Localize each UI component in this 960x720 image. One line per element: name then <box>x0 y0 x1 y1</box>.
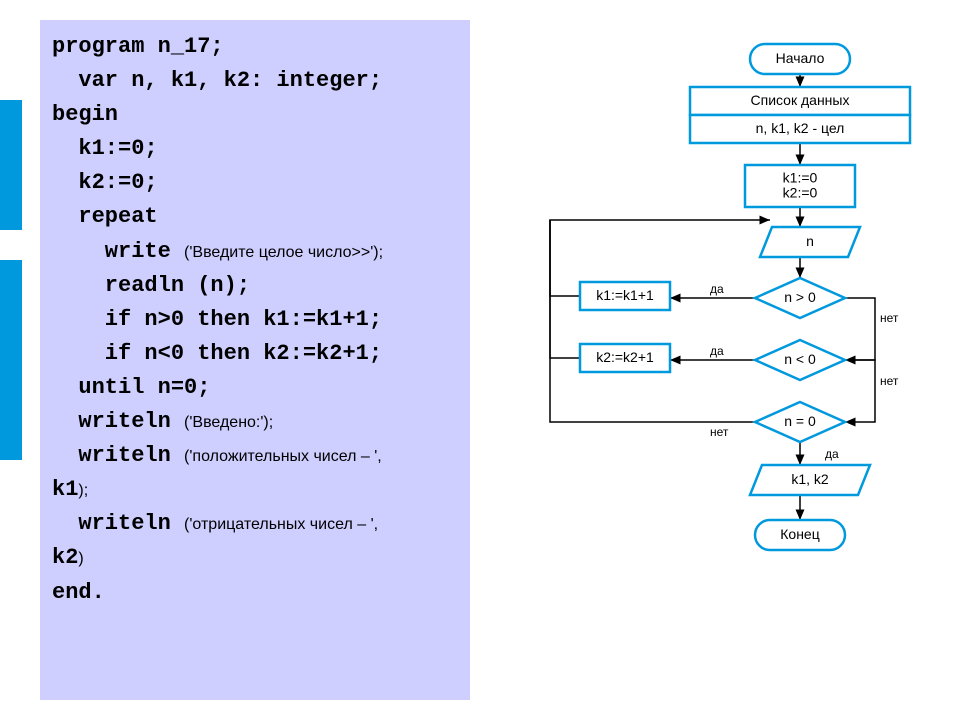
code-line: writeln ('положительных чисел – ', <box>52 439 458 473</box>
flowchart: да нет да нет да нет Начало Список данных n, k1,… <box>480 20 940 700</box>
svg-text:нет: нет <box>710 425 729 439</box>
code-line: k1:=0; <box>52 132 458 166</box>
svg-text:нет: нет <box>880 374 899 388</box>
svg-text:да: да <box>710 282 724 296</box>
svg-text:n > 0: n > 0 <box>784 289 816 305</box>
code-line: program n_17; <box>52 30 458 64</box>
svg-text:n: n <box>806 233 814 249</box>
svg-text:k1:=0: k1:=0 <box>783 170 818 186</box>
svg-text:Начало: Начало <box>776 50 825 66</box>
code-panel: program n_17; var n, k1, k2: integer; be… <box>40 20 470 700</box>
accent-bar-top <box>0 100 22 230</box>
code-line: write ('Введите целое число>>'); <box>52 235 458 269</box>
accent-bar-bottom <box>0 260 22 460</box>
svg-text:Список данных: Список данных <box>751 92 850 108</box>
svg-text:да: да <box>825 447 839 461</box>
svg-text:n, k1, k2 - цел: n, k1, k2 - цел <box>756 120 845 136</box>
svg-text:нет: нет <box>880 311 899 325</box>
svg-text:k2:=k2+1: k2:=k2+1 <box>596 349 654 365</box>
code-line: writeln ('Введено:'); <box>52 405 458 439</box>
svg-text:k1, k2: k1, k2 <box>791 471 829 487</box>
code-line: k1); <box>52 473 458 507</box>
code-line: var n, k1, k2: integer; <box>52 64 458 98</box>
code-line: k2) <box>52 541 458 575</box>
svg-text:k1:=k1+1: k1:=k1+1 <box>596 287 654 303</box>
svg-text:k2:=0: k2:=0 <box>783 185 818 201</box>
code-line: k2:=0; <box>52 166 458 200</box>
code-line: until n=0; <box>52 371 458 405</box>
code-line: end. <box>52 576 458 610</box>
code-line: if n<0 then k2:=k2+1; <box>52 337 458 371</box>
code-line: writeln ('отрицательных чисел – ', <box>52 507 458 541</box>
svg-text:да: да <box>710 344 724 358</box>
svg-text:Конец: Конец <box>780 526 819 542</box>
code-line: repeat <box>52 200 458 234</box>
code-line: readln (n); <box>52 269 458 303</box>
code-line: if n>0 then k1:=k1+1; <box>52 303 458 337</box>
svg-text:n = 0: n = 0 <box>784 413 816 429</box>
svg-text:n < 0: n < 0 <box>784 351 816 367</box>
code-line: begin <box>52 98 458 132</box>
